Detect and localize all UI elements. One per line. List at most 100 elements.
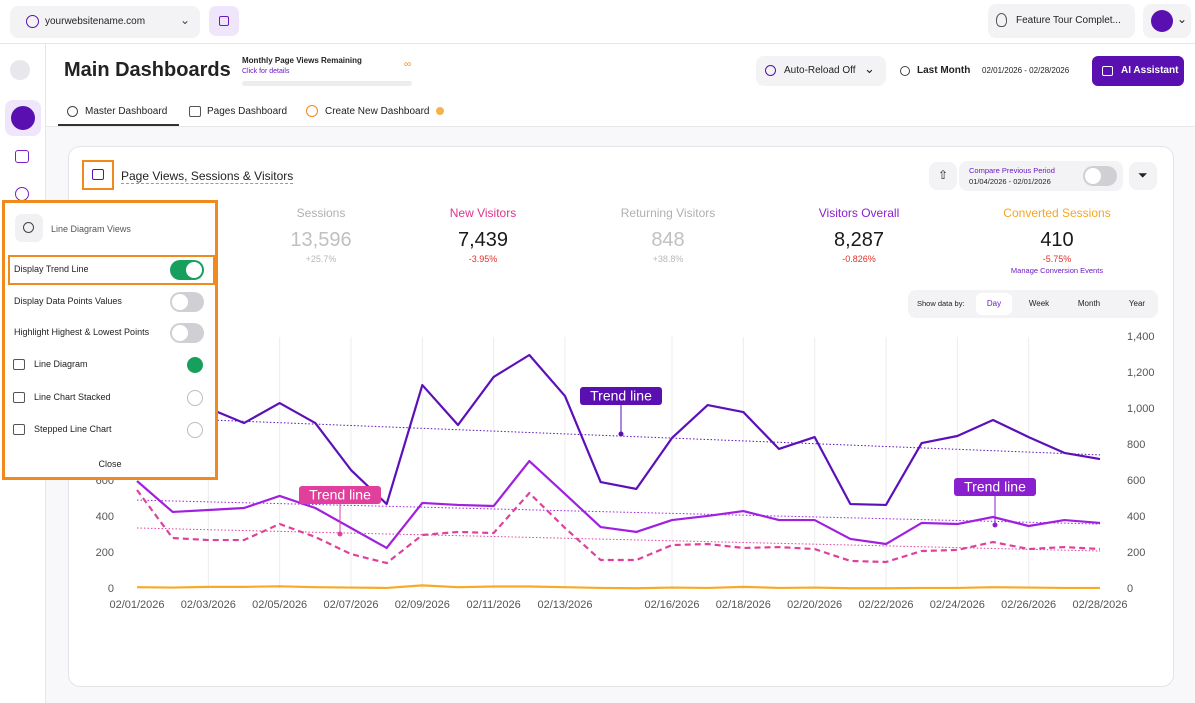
page-title: Main Dashboards — [64, 59, 231, 81]
site-selector[interactable]: yourwebsitename.com ⌄ — [10, 6, 200, 38]
quota-label: Monthly Page Views Remaining — [242, 56, 362, 65]
y-tick-label: 600 — [1127, 475, 1145, 487]
y-tick-label: 200 — [1127, 547, 1145, 559]
metric-change: +38.8% — [652, 254, 684, 264]
view-radio[interactable] — [187, 422, 203, 438]
view-icon — [13, 424, 25, 435]
annotation-bg — [299, 486, 381, 504]
feature-tour-text: Feature Tour Complet... — [1016, 15, 1121, 26]
view-selector[interactable] — [82, 160, 114, 190]
metric-label[interactable]: Visitors Overall — [818, 206, 900, 220]
y-tick-label: 1,200 — [1127, 367, 1155, 379]
reload-icon — [765, 65, 776, 76]
metric-value: 7,439 — [457, 229, 509, 251]
metric-value: 410 — [1040, 229, 1074, 251]
option-toggle[interactable] — [170, 260, 204, 280]
back-button[interactable] — [15, 214, 43, 242]
trend-line — [136, 527, 1101, 552]
back-icon — [23, 222, 34, 233]
show-by-option[interactable]: Week — [1028, 299, 1050, 308]
metric-label[interactable]: Returning Visitors — [620, 206, 716, 220]
manage-link[interactable]: Manage Conversion Events — [1010, 266, 1104, 275]
series-line — [136, 459, 1101, 550]
x-tick-label: 02/26/2026 — [1001, 599, 1056, 611]
series-line — [136, 353, 1101, 507]
x-tick-label: 02/20/2026 — [787, 599, 842, 611]
filter-button[interactable]: ⏷ — [1129, 162, 1157, 190]
feature-tour[interactable]: Feature Tour Complet... — [988, 4, 1135, 38]
compare-range: 01/04/2026 - 02/01/2026 — [969, 177, 1051, 186]
tab[interactable]: Create New Dashboard — [325, 106, 430, 117]
quota-link[interactable]: Click for details — [242, 68, 290, 75]
tab[interactable]: Pages Dashboard — [207, 106, 288, 117]
tab-icon — [67, 106, 78, 117]
quota-bar — [242, 81, 412, 86]
nav-icon[interactable] — [15, 150, 29, 163]
x-tick-label: 02/11/2026 — [467, 599, 521, 611]
view-radio[interactable] — [187, 389, 203, 406]
nav-icon — [11, 106, 35, 130]
auto-reload-button[interactable]: Auto-Reload Off ⌄ — [756, 56, 886, 86]
annotation-dot — [618, 431, 624, 437]
annotation: Trend line — [964, 479, 1026, 495]
option-toggle[interactable] — [170, 291, 204, 312]
view-label[interactable]: Stepped Line Chart — [34, 424, 112, 434]
tab-icon — [189, 106, 201, 117]
date-range[interactable]: 02/01/2026 - 02/28/2026 — [982, 66, 1070, 75]
ai-assistant-button[interactable]: AI Assistant — [1092, 56, 1184, 86]
annotation-dot — [992, 522, 998, 528]
card-title: Page Views, Sessions & Visitors — [121, 169, 294, 184]
option-label: Highlight Highest & Lowest Points — [14, 327, 150, 337]
tab[interactable]: Master Dashboard — [85, 106, 168, 117]
chart-icon — [92, 169, 104, 180]
x-tick-label: 02/01/2026 — [109, 599, 164, 611]
view-label[interactable]: Line Diagram — [34, 359, 88, 369]
metric-label[interactable]: Sessions — [296, 206, 346, 220]
globe-icon — [26, 15, 39, 28]
account-menu[interactable]: ⌄ — [1143, 4, 1191, 38]
auto-reload-text: Auto-Reload Off — [784, 65, 856, 76]
x-tick-label: 02/05/2026 — [252, 599, 307, 611]
x-tick-label: 02/07/2026 — [323, 599, 378, 611]
show-by-panel: Show data by: Day Week Month Year — [908, 290, 1158, 318]
metric-value: 13,596 — [290, 229, 352, 251]
nav-dashboard[interactable] — [5, 100, 41, 136]
y-tick-label: 0 — [108, 583, 114, 595]
option-label: Display Trend Line — [14, 264, 89, 274]
compare-toggle-box: Compare Previous Period 01/04/2026 - 02/… — [959, 161, 1123, 191]
x-tick-label: 02/24/2026 — [930, 599, 985, 611]
tab-divider — [46, 126, 1195, 127]
metric-change: +25.7% — [305, 254, 337, 264]
avatar — [1151, 10, 1173, 32]
y-tick-label: 0 — [1127, 583, 1133, 595]
export-button[interactable]: ⇧ — [929, 162, 957, 190]
view-label[interactable]: Line Chart Stacked — [34, 391, 111, 402]
x-tick-label: 02/13/2026 — [537, 599, 592, 611]
close-button[interactable]: Close — [98, 459, 122, 469]
show-by-option[interactable]: Year — [1128, 299, 1146, 308]
quota-value: ∞ — [404, 59, 412, 70]
collapse-button[interactable] — [10, 60, 30, 80]
metric-label[interactable]: New Visitors — [449, 206, 517, 220]
annotation-dot — [337, 531, 343, 537]
line-views-popup: Line Diagram Views Display Trend Line Dis… — [2, 200, 218, 480]
y-tick-label: 1,400 — [1127, 331, 1155, 343]
show-by-option[interactable]: Month — [1077, 299, 1101, 308]
view-radio[interactable] — [187, 357, 203, 373]
show-by-option[interactable]: Day — [986, 299, 1002, 308]
compare-toggle[interactable] — [1083, 166, 1117, 186]
metric-label[interactable]: Converted Sessions — [1003, 206, 1111, 220]
show-by-label: Show data by: — [917, 299, 965, 308]
caret: ⌄ — [180, 13, 191, 27]
y-tick-label: 800 — [1127, 439, 1145, 451]
active-tab-underline — [58, 124, 179, 126]
period[interactable]: Last Month — [917, 65, 971, 76]
annotation: Trend line — [590, 388, 652, 404]
caret: ⌄ — [864, 61, 875, 76]
metric-value: 8,287 — [833, 229, 885, 251]
option-toggle[interactable] — [170, 323, 204, 343]
view-icon — [13, 391, 25, 403]
open-site-button[interactable] — [209, 6, 239, 36]
top-bar — [0, 0, 1195, 44]
